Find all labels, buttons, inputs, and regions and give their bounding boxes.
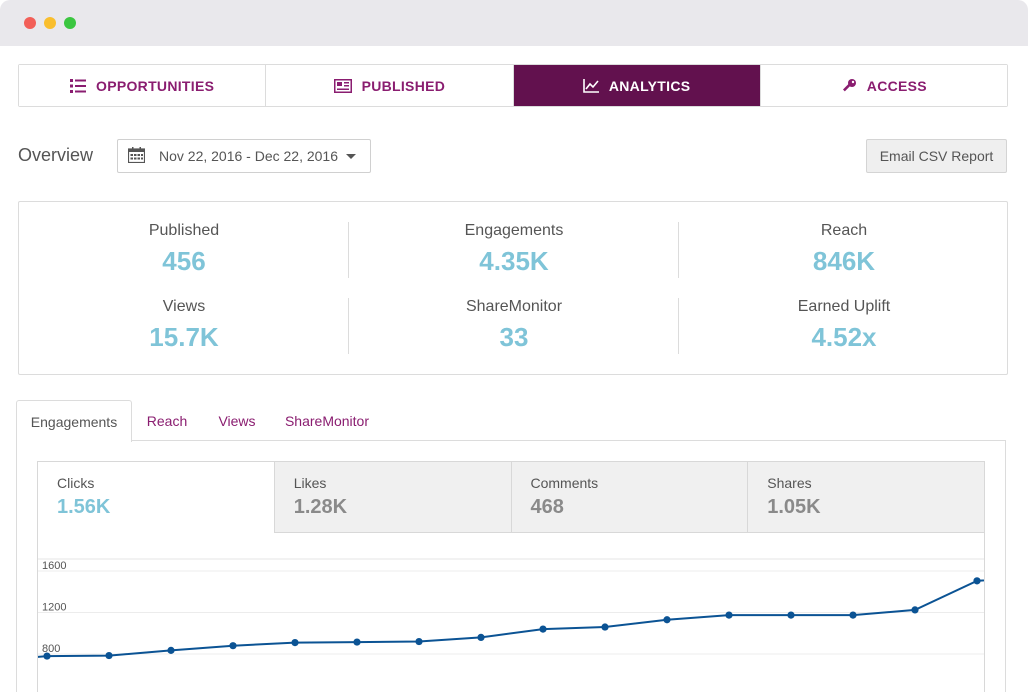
- key-icon: [841, 78, 857, 94]
- calendar-icon: [127, 146, 146, 166]
- window-titlebar: [0, 0, 1028, 46]
- metric-label: Comments: [530, 475, 599, 491]
- stat-views: Views 15.7K: [19, 298, 349, 353]
- maximize-window-button[interactable]: [64, 17, 76, 29]
- chevron-down-icon: [346, 154, 356, 159]
- tab-opportunities[interactable]: OPPORTUNITIES: [19, 65, 267, 106]
- stat-label: Earned Uplift: [797, 298, 891, 315]
- data-point: [539, 625, 547, 633]
- stat-value: 15.7K: [149, 322, 219, 352]
- stat-value: 4.52x: [811, 322, 877, 352]
- chart-svg: 1600 1200 800: [38, 558, 984, 660]
- data-point: [415, 637, 423, 646]
- data-point: [353, 638, 361, 646]
- main-nav: OPPORTUNITIES PUBLISHED ANALYTICS ACCESS: [18, 64, 1008, 107]
- stat-label: Engagements: [464, 222, 564, 239]
- page-title: Overview: [18, 145, 94, 165]
- email-csv-report-button[interactable]: Email CSV Report: [866, 139, 1007, 173]
- stats-summary: Published 456 Engagements 4.35K Reach 84…: [18, 201, 1008, 375]
- metric-value: 1.28K: [293, 496, 348, 518]
- data-point: [601, 623, 609, 631]
- stat-value: 456: [162, 246, 206, 276]
- data-point: [725, 611, 733, 619]
- data-point: [911, 606, 919, 614]
- data-point: [43, 652, 51, 660]
- divider: [348, 222, 349, 278]
- stat-reach: Reach 846K: [679, 222, 1009, 277]
- y-tick-label: 800: [42, 643, 60, 655]
- subtab-reach[interactable]: Reach: [146, 412, 188, 429]
- subtab-sharemonitor[interactable]: ShareMonitor: [284, 412, 370, 429]
- tab-published[interactable]: PUBLISHED: [266, 65, 514, 106]
- stat-sharemonitor: ShareMonitor 33: [349, 298, 679, 353]
- stat-value: 4.35K: [479, 246, 549, 276]
- data-point: [973, 577, 981, 585]
- divider: [678, 298, 679, 354]
- data-point: [291, 638, 299, 647]
- clicks-line-chart: 1600 1200 800: [37, 533, 985, 692]
- stat-label: ShareMonitor: [465, 298, 563, 315]
- chart-subtabs: Engagements Reach Views ShareMonitor: [16, 400, 1006, 442]
- date-range-picker[interactable]: Nov 22, 2016 - Dec 22, 2016: [117, 139, 371, 173]
- data-point: [229, 642, 237, 650]
- subtab-engagements[interactable]: Engagements: [16, 400, 132, 442]
- stat-earned-uplift: Earned Uplift 4.52x: [679, 298, 1009, 353]
- metric-comments[interactable]: Comments 468: [511, 461, 749, 533]
- metric-value: 1.05K: [767, 496, 821, 518]
- data-point: [849, 611, 857, 619]
- stat-value: 846K: [812, 246, 876, 276]
- divider: [348, 298, 349, 354]
- metric-clicks[interactable]: Clicks 1.56K: [37, 461, 275, 533]
- subtab-views[interactable]: Views: [218, 412, 256, 429]
- tab-access[interactable]: ACCESS: [760, 65, 1007, 106]
- metric-likes[interactable]: Likes 1.28K: [274, 461, 512, 533]
- list-icon: [70, 78, 86, 93]
- stat-engagements: Engagements 4.35K: [349, 222, 679, 277]
- tab-analytics-label: ANALYTICS: [608, 77, 691, 94]
- data-point: [787, 611, 795, 619]
- close-window-button[interactable]: [24, 17, 36, 29]
- metric-value: 468: [530, 496, 564, 518]
- data-point: [105, 651, 113, 660]
- y-tick-label: 1600: [42, 560, 66, 572]
- newspaper-icon: [333, 78, 352, 93]
- stat-label: Published: [148, 222, 220, 239]
- series-line: [38, 571, 984, 658]
- metric-label: Likes: [293, 475, 327, 491]
- minimize-window-button[interactable]: [44, 17, 56, 29]
- y-tick-label: 1200: [42, 602, 66, 614]
- tab-published-label: PUBLISHED: [361, 77, 446, 94]
- date-range-text: Nov 22, 2016 - Dec 22, 2016: [159, 148, 339, 164]
- metric-label: Shares: [767, 475, 812, 491]
- tab-analytics[interactable]: ANALYTICS: [513, 65, 761, 106]
- divider: [678, 222, 679, 278]
- metric-label: Clicks: [57, 475, 95, 491]
- metric-shares[interactable]: Shares 1.05K: [748, 461, 985, 533]
- tab-opportunities-label: OPPORTUNITIES: [96, 77, 215, 94]
- metric-selector: Clicks 1.56K Likes 1.28K Comments 468 Sh…: [37, 461, 985, 533]
- line-chart-icon: [583, 78, 599, 93]
- stat-value: 33: [499, 322, 529, 352]
- tab-access-label: ACCESS: [866, 77, 927, 94]
- stat-published: Published 456: [19, 222, 349, 277]
- stat-label: Reach: [820, 222, 868, 239]
- stat-label: Views: [162, 298, 206, 315]
- data-point: [663, 616, 671, 624]
- metric-value: 1.56K: [57, 496, 111, 518]
- data-point: [477, 633, 485, 641]
- data-point: [167, 646, 175, 654]
